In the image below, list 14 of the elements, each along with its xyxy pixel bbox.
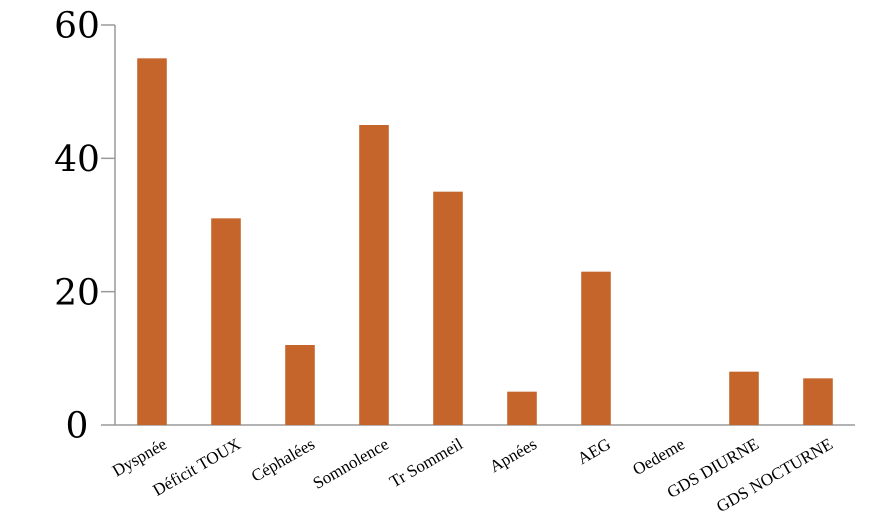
bar bbox=[211, 218, 241, 425]
y-tick-label: 0 bbox=[66, 406, 88, 447]
bar bbox=[433, 192, 463, 425]
bar bbox=[803, 378, 833, 425]
bar bbox=[729, 372, 759, 425]
bar bbox=[137, 58, 167, 425]
y-tick-label: 20 bbox=[54, 272, 100, 314]
bar bbox=[359, 125, 389, 425]
bar bbox=[285, 345, 315, 425]
x-tick-label: AEG bbox=[574, 434, 614, 468]
y-tick-label: 60 bbox=[54, 6, 100, 47]
y-tick-label: 40 bbox=[54, 138, 100, 180]
bar bbox=[581, 272, 611, 425]
bar bbox=[507, 392, 537, 425]
